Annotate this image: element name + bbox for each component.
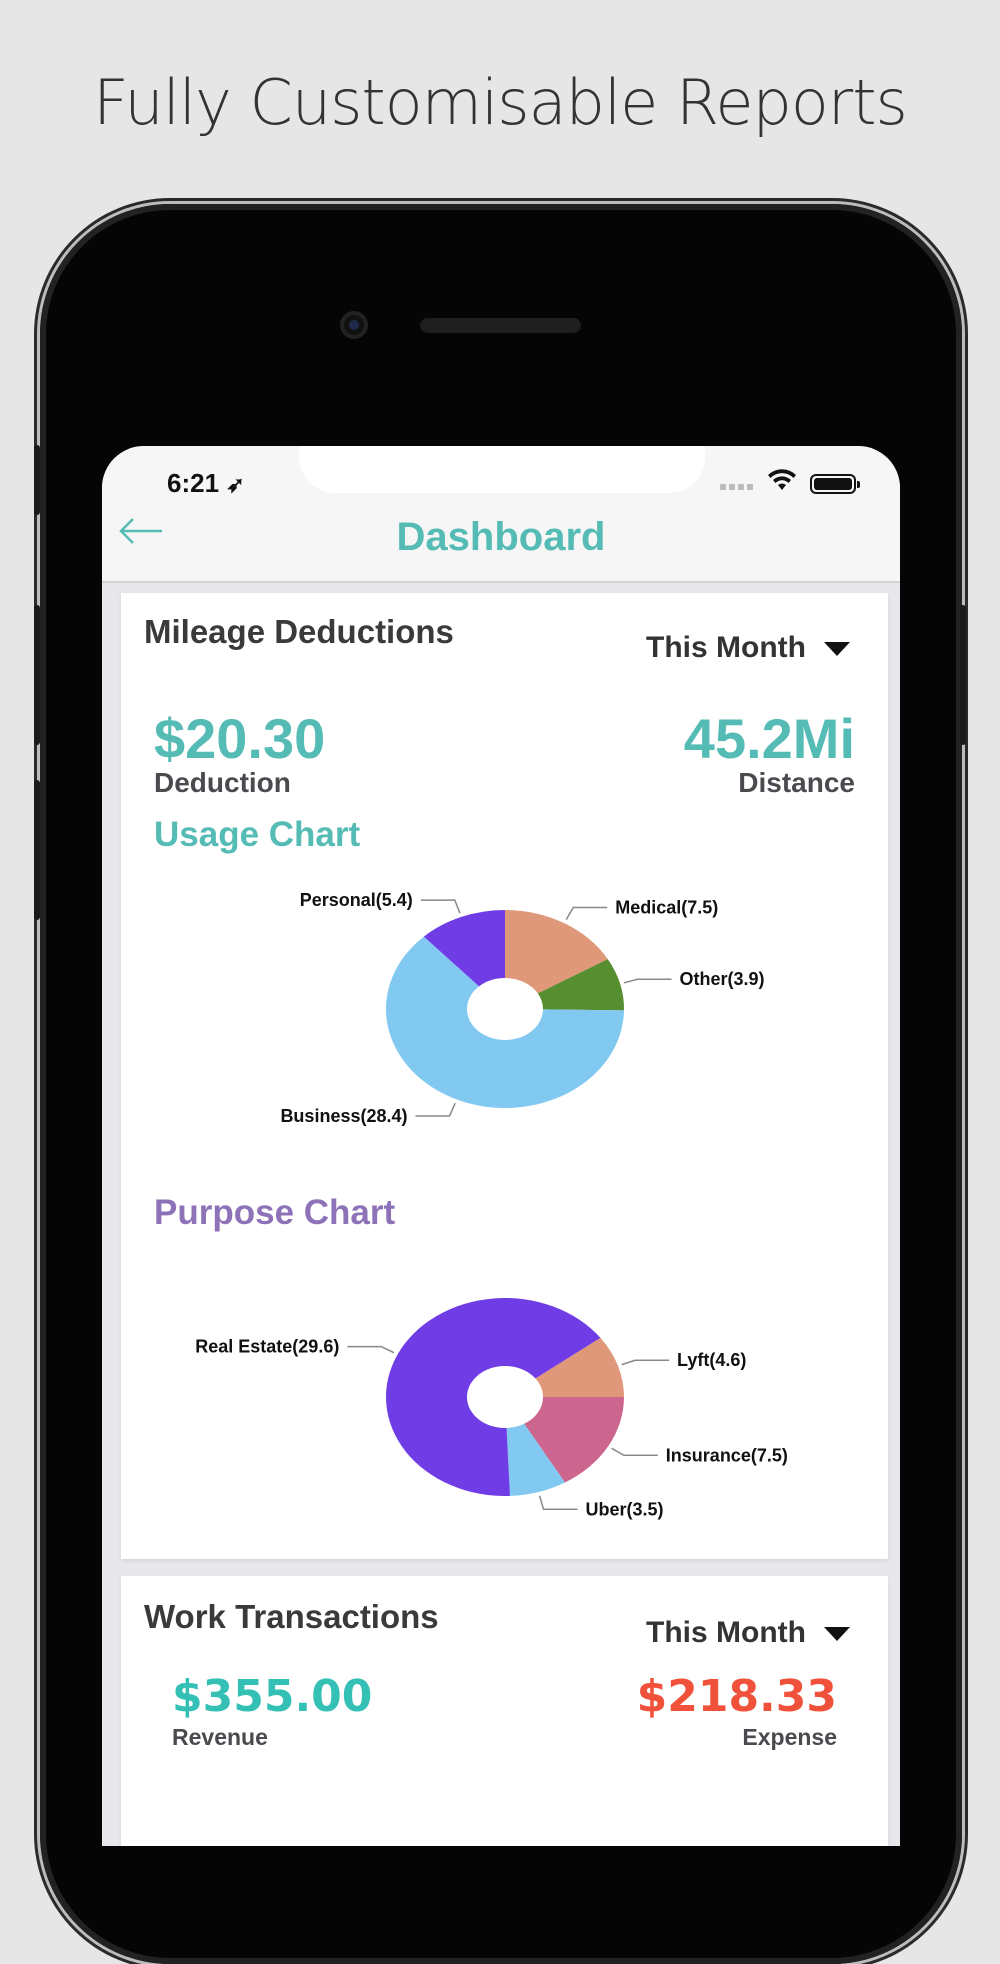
usage-chart-title: Usage Chart <box>154 815 361 854</box>
caret-down-icon <box>824 1627 850 1642</box>
volume-up-button <box>34 605 40 745</box>
slice-label: Medical(7.5) <box>615 898 718 918</box>
leader-line <box>420 899 461 914</box>
period-dropdown[interactable]: This Month <box>646 1616 850 1650</box>
battery-icon <box>810 474 860 494</box>
pie-slice <box>505 910 608 994</box>
leader-line <box>611 1447 658 1457</box>
card-title: Mileage Deductions <box>144 613 454 650</box>
slice-label: Business(28.4) <box>280 1106 407 1126</box>
period-dropdown[interactable]: This Month <box>646 631 850 665</box>
camera-icon <box>340 311 368 339</box>
slice-label: Insurance(7.5) <box>666 1445 788 1465</box>
charts-canvas: Medical(7.5) Other(3.9) Business(28.4) Pers… <box>195 890 788 1519</box>
pie-slice <box>506 1423 565 1496</box>
slice-label: Lyft(4.6) <box>677 1350 746 1370</box>
revenue-label: Revenue <box>172 1724 268 1750</box>
slice-label: Uber(3.5) <box>586 1499 664 1519</box>
header: 6:21 ➶ Dashboard <box>102 446 900 583</box>
power-button <box>960 605 966 745</box>
expense-label: Expense <box>742 1724 837 1750</box>
distance-label: Distance <box>738 767 855 798</box>
screen: 6:21 ➶ Dashboard Mileage Deductions This… <box>102 446 900 1846</box>
pie-slice <box>535 1337 624 1397</box>
caret-down-icon <box>824 642 850 657</box>
slice-label: Real Estate(29.6) <box>195 1337 339 1357</box>
pie-slice <box>386 1298 601 1496</box>
slice-label: Personal(5.4) <box>300 890 413 910</box>
pie-slice <box>537 959 624 1011</box>
mileage-deductions-card: Mileage Deductions This Month $20.30 Ded… <box>121 593 888 1559</box>
distance-value: 45.2Mi <box>683 707 855 770</box>
work-transactions-card: Work Transactions This Month $355.00 Rev… <box>121 1576 888 1846</box>
notch <box>299 446 705 493</box>
card-title: Work Transactions <box>144 1598 439 1635</box>
leader-line <box>347 1345 395 1354</box>
expense-value: $218.33 <box>636 1671 837 1722</box>
purpose-chart-title: Purpose Chart <box>154 1193 396 1232</box>
slice-label: Other(3.9) <box>679 969 764 989</box>
leader-line <box>565 906 608 921</box>
speaker-grille <box>420 318 581 333</box>
deduction-label: Deduction <box>154 767 291 798</box>
leader-line <box>538 1495 578 1511</box>
pie-slice <box>524 1397 624 1483</box>
pie-slice <box>423 910 505 987</box>
mute-switch <box>34 445 40 515</box>
pie-slice <box>386 936 624 1108</box>
status-time: 6:21 ➶ <box>167 468 245 498</box>
leader-line <box>415 1102 456 1117</box>
volume-down-button <box>34 780 40 920</box>
revenue-value: $355.00 <box>172 1671 373 1722</box>
page-title: Dashboard <box>396 515 606 559</box>
leader-line <box>623 978 672 984</box>
signal-icon <box>720 484 753 490</box>
deduction-value: $20.30 <box>154 707 326 770</box>
arrow-left-icon[interactable] <box>118 510 164 554</box>
headline: Fully Customisable Reports <box>93 66 908 139</box>
wifi-icon <box>767 468 797 499</box>
location-arrow-icon: ➶ <box>226 472 245 497</box>
leader-line <box>621 1359 670 1366</box>
